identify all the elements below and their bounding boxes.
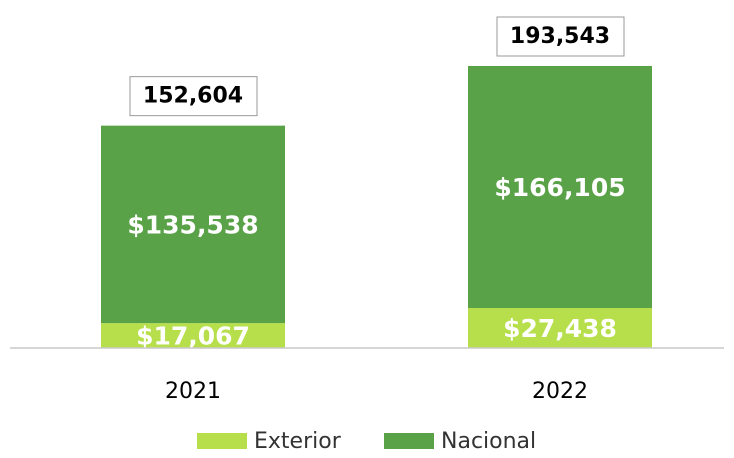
legend-swatch bbox=[197, 433, 247, 449]
segment-label: $27,438 bbox=[503, 314, 617, 343]
total-box bbox=[496, 16, 625, 57]
legend-label: Nacional bbox=[441, 429, 536, 454]
segment-label: $135,538 bbox=[127, 210, 258, 239]
segment-label: $166,105 bbox=[494, 173, 625, 202]
total-label: 193,543 bbox=[510, 24, 610, 49]
bar-segment bbox=[101, 323, 285, 348]
bar-segment bbox=[101, 125, 285, 324]
total-label: 152,604 bbox=[143, 84, 243, 109]
legend-label: Exterior bbox=[254, 429, 342, 454]
bar-segment bbox=[468, 66, 652, 309]
x-tick-label: 2022 bbox=[532, 379, 588, 404]
x-tick-label: 2021 bbox=[165, 379, 221, 404]
bar-segment bbox=[468, 308, 652, 348]
legend-swatch bbox=[384, 433, 434, 449]
total-box bbox=[129, 76, 258, 117]
segment-label: $17,067 bbox=[136, 322, 250, 351]
